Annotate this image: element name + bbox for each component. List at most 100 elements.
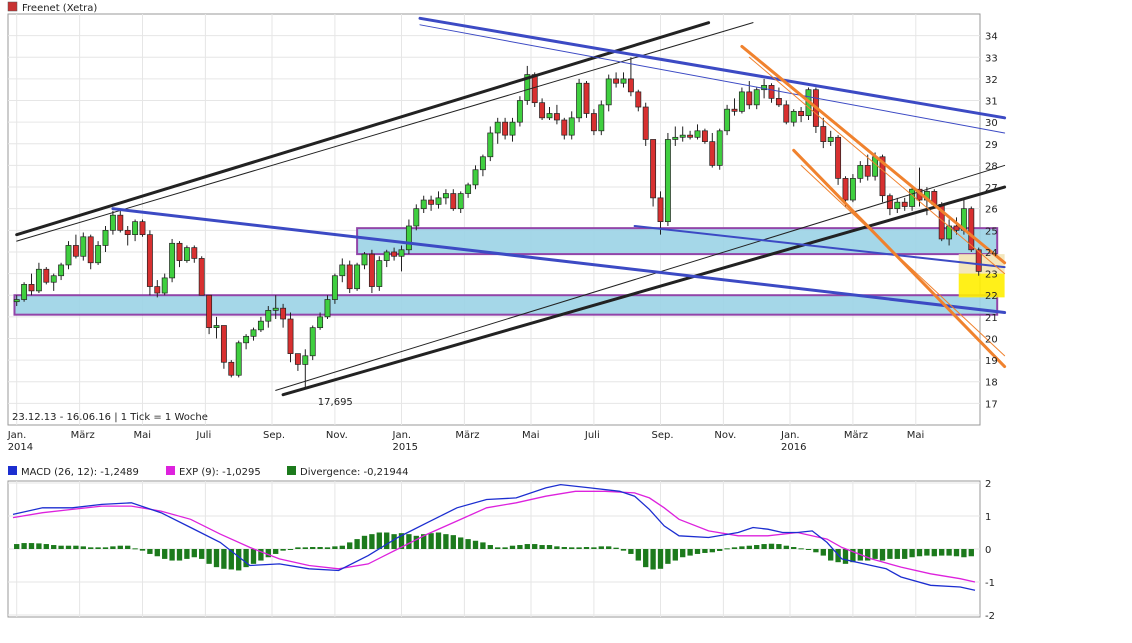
candle-body (243, 335, 250, 344)
candle-body (598, 104, 605, 132)
divergence-bar (206, 549, 212, 564)
candle-body (35, 268, 42, 292)
divergence-bar (583, 547, 590, 549)
divergence-bar (213, 549, 220, 568)
divergence-bar (472, 540, 479, 549)
divergence-bar (613, 547, 619, 549)
divergence-bar (768, 543, 775, 549)
x-tick-label: Mai (522, 430, 540, 441)
divergence-bar (687, 549, 693, 556)
candle-body (701, 130, 708, 142)
trendline (740, 44, 1007, 265)
candle-body (620, 78, 627, 84)
candle-body (413, 208, 420, 227)
candle-body (864, 165, 871, 177)
divergence-bar (635, 549, 641, 561)
divergence-bar (546, 545, 553, 549)
divergence-bar (391, 534, 397, 549)
x-tick-label: Juli (195, 430, 211, 441)
trendline (792, 148, 1007, 369)
x-tick-label: März (71, 430, 95, 441)
divergence-bar (95, 547, 101, 549)
divergence-bar (243, 549, 249, 568)
divergence-bar (287, 549, 294, 550)
candle-body (768, 85, 775, 99)
candle-body (50, 275, 57, 283)
x-tick-label: Mai (134, 430, 152, 441)
candle-body (272, 307, 279, 311)
divergence-bar (450, 535, 456, 549)
candle-body (294, 353, 301, 365)
divergence-bar (58, 545, 64, 549)
candle-body (391, 251, 398, 257)
divergence-bar (435, 532, 442, 549)
candle-body (317, 316, 324, 329)
divergence-bar (517, 545, 523, 549)
support-zone (13, 294, 999, 316)
macd-panel: -2 -1 0 1 2 (7, 479, 995, 622)
candle-body (183, 247, 190, 261)
candle-body (65, 245, 72, 266)
divergence-bar (250, 549, 257, 564)
divergence-bar (310, 547, 316, 549)
divergence-bar (968, 549, 974, 557)
divergence-bar (606, 546, 612, 549)
y-tick-label: 31 (985, 97, 998, 108)
candle-body (672, 136, 679, 140)
candle-body (472, 169, 479, 186)
candle-body (213, 325, 220, 329)
x-tick-year-label: 2014 (8, 442, 33, 453)
divergence-bar (65, 545, 72, 549)
divergence-bar (14, 544, 20, 549)
trendline (111, 207, 1007, 315)
candle-body (368, 253, 375, 287)
divergence-bar (776, 544, 782, 549)
x-tick-year-label: 2016 (781, 442, 806, 453)
divergence-bar (865, 549, 871, 561)
divergence-bar (783, 545, 789, 549)
divergence-bar (125, 545, 131, 549)
divergence-bar (672, 549, 678, 561)
divergence-bar (176, 549, 183, 561)
annotations: 17,695 (318, 397, 353, 408)
candle-body (169, 242, 176, 279)
divergence-bar (539, 545, 545, 549)
divergence-bar (139, 549, 146, 551)
trendline (281, 185, 1007, 397)
divergence-bar (487, 545, 493, 549)
y-tick-label: 29 (985, 140, 998, 151)
divergence-bar (480, 542, 486, 549)
divergence-bar (502, 547, 508, 549)
macd-y-tick-label: -2 (985, 611, 995, 622)
divergence-bar (961, 549, 967, 558)
candle-body (28, 284, 35, 292)
info-text: 23.12.13 - 16.06.16 | 1 Tick = 1 Woche (12, 412, 208, 423)
candle-body (257, 320, 264, 331)
divergence-bar (842, 549, 849, 564)
candle-body (206, 294, 213, 329)
x-tick-label: Juli (584, 430, 600, 441)
divergence-bar (154, 549, 160, 557)
divergence-bar (184, 549, 190, 559)
candle-body (724, 108, 731, 132)
candle-body (687, 134, 694, 138)
candle-body (302, 355, 309, 365)
candle-body (398, 249, 405, 257)
trendline (275, 164, 1006, 391)
divergence-bar (324, 547, 331, 549)
y-tick-label: 18 (985, 378, 998, 389)
divergence-bar (872, 549, 878, 559)
candle-body (442, 193, 449, 199)
price-panel: 17 18 19 20 21 22 23 24 25 26 27 28 29 30 31 32 33 34 Jan… (7, 13, 1007, 453)
x-tick-label: Sep. (263, 430, 285, 441)
divergence-bar (953, 549, 960, 557)
trendline (633, 224, 1006, 269)
divergence-bar (191, 549, 197, 558)
candle-body (635, 91, 642, 108)
y-tick-label: 23 (985, 270, 998, 281)
candle-body (420, 199, 427, 210)
divergence-bar (657, 549, 664, 569)
y-tick-label: 20 (985, 334, 998, 345)
y-tick-label: 25 (985, 226, 998, 237)
